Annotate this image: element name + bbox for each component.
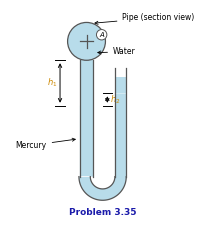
Text: Water: Water — [98, 47, 136, 56]
Polygon shape — [79, 93, 126, 200]
Polygon shape — [80, 60, 93, 106]
Polygon shape — [115, 77, 126, 93]
Circle shape — [96, 30, 107, 40]
Text: $h_2$: $h_2$ — [110, 93, 121, 106]
Text: Mercury: Mercury — [16, 138, 75, 150]
Text: Pipe (section view): Pipe (section view) — [95, 13, 195, 24]
Circle shape — [68, 22, 105, 60]
Text: A: A — [99, 32, 104, 38]
Text: $h_1$: $h_1$ — [47, 77, 57, 89]
Text: Problem 3.35: Problem 3.35 — [69, 208, 136, 217]
